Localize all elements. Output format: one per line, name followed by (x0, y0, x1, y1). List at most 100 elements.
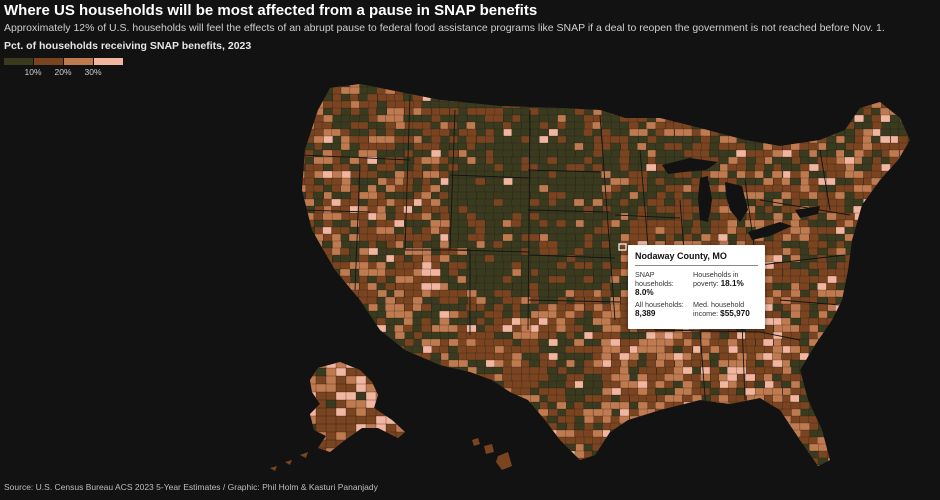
county-cell[interactable] (790, 457, 801, 466)
county-cell[interactable] (350, 345, 361, 355)
county-cell[interactable] (593, 408, 604, 418)
county-cell[interactable] (853, 261, 864, 271)
county-cell[interactable] (772, 359, 783, 369)
county-cell[interactable] (818, 345, 829, 355)
county-cell[interactable] (798, 128, 810, 138)
county-cell[interactable] (890, 254, 901, 264)
county-cell[interactable] (818, 408, 829, 418)
county-cell[interactable] (898, 205, 909, 215)
county-cell[interactable] (899, 450, 910, 460)
county-cell[interactable] (908, 121, 919, 131)
county-cell[interactable] (431, 373, 442, 383)
county-cell[interactable] (817, 80, 828, 89)
county-cell[interactable] (827, 100, 838, 110)
county-cell[interactable] (375, 240, 387, 250)
county-cell[interactable] (853, 86, 864, 96)
county-cell[interactable] (601, 86, 613, 96)
county-cell[interactable] (655, 401, 666, 411)
county-cell[interactable] (476, 80, 487, 89)
county-cell[interactable] (502, 163, 514, 173)
county-cell[interactable] (826, 359, 837, 369)
county-cell[interactable] (538, 429, 549, 439)
county-cell[interactable] (313, 282, 324, 292)
county-cell[interactable] (790, 443, 801, 453)
county-cell[interactable] (484, 303, 495, 313)
county-cell[interactable] (395, 450, 406, 460)
county-cell[interactable] (295, 80, 306, 89)
county-cell[interactable] (781, 338, 792, 348)
county-cell[interactable] (908, 170, 919, 180)
county-cell[interactable] (430, 219, 441, 229)
county-cell[interactable] (574, 93, 586, 103)
county-cell[interactable] (897, 135, 909, 145)
county-cell[interactable] (629, 80, 640, 89)
county-cell[interactable] (773, 93, 784, 103)
county-cell[interactable] (791, 450, 802, 460)
county-cell[interactable] (826, 429, 837, 439)
county-cell[interactable] (296, 415, 306, 425)
county-cell[interactable] (799, 219, 810, 229)
county-cell[interactable] (728, 156, 739, 166)
county-cell[interactable] (485, 219, 496, 229)
county-cell[interactable] (538, 93, 549, 103)
county-cell[interactable] (809, 387, 821, 397)
county-cell[interactable] (853, 177, 864, 187)
county-cell[interactable] (539, 457, 551, 466)
county-cell[interactable] (476, 93, 487, 103)
county-cell[interactable] (421, 156, 432, 166)
county-cell[interactable] (638, 443, 649, 453)
county-cell[interactable] (413, 163, 424, 173)
county-cell[interactable] (646, 163, 657, 173)
county-cell[interactable] (484, 338, 495, 348)
county-cell[interactable] (754, 163, 765, 173)
county-cell[interactable] (629, 436, 640, 446)
county-cell[interactable] (853, 205, 864, 215)
county-cell[interactable] (881, 317, 892, 327)
county-cell[interactable] (530, 121, 541, 131)
county-cell[interactable] (628, 464, 640, 473)
county-cell[interactable] (565, 177, 576, 187)
county-cell[interactable] (844, 408, 855, 418)
county-cell[interactable] (430, 457, 441, 466)
county-cell[interactable] (340, 93, 352, 103)
county-cell[interactable] (718, 394, 729, 404)
county-cell[interactable] (557, 366, 569, 376)
county-cell[interactable] (862, 331, 873, 341)
county-cell[interactable] (818, 450, 829, 460)
county-cell[interactable] (854, 268, 865, 278)
county-cell[interactable] (466, 191, 477, 201)
county-cell[interactable] (835, 317, 846, 327)
county-cell[interactable] (638, 93, 649, 103)
county-cell[interactable] (395, 233, 406, 243)
county-cell[interactable] (647, 338, 658, 348)
county-cell[interactable] (880, 450, 891, 460)
county-cell[interactable] (755, 464, 766, 473)
county-cell[interactable] (755, 156, 767, 166)
county-cell[interactable] (870, 408, 882, 418)
county-cell[interactable] (539, 198, 550, 208)
county-cell[interactable] (744, 219, 756, 229)
county-cell[interactable] (385, 373, 396, 383)
county-cell[interactable] (494, 415, 505, 425)
county-cell[interactable] (493, 303, 504, 313)
county-cell[interactable] (331, 226, 342, 236)
county-cell[interactable] (340, 135, 352, 145)
county-cell[interactable] (899, 86, 910, 96)
county-cell[interactable] (345, 407, 358, 418)
county-cell[interactable] (610, 100, 622, 110)
county-cell[interactable] (421, 352, 432, 362)
county-cell[interactable] (665, 80, 676, 89)
county-cell[interactable] (556, 429, 568, 439)
county-cell[interactable] (844, 443, 855, 453)
county-cell[interactable] (737, 156, 748, 166)
county-cell[interactable] (870, 198, 882, 208)
county-cell[interactable] (350, 310, 361, 320)
county-cell[interactable] (727, 464, 738, 473)
county-cell[interactable] (727, 114, 738, 124)
county-cell[interactable] (385, 275, 397, 285)
county-cell[interactable] (556, 191, 567, 201)
county-cell[interactable] (889, 331, 900, 341)
county-cell[interactable] (673, 373, 684, 383)
county-cell[interactable] (799, 86, 810, 96)
county-cell[interactable] (880, 408, 891, 418)
